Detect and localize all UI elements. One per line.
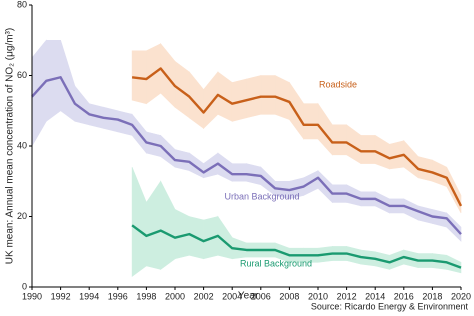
confidence-band (160, 134, 176, 168)
y-tick-label: 80 (17, 0, 27, 9)
confidence-band (174, 60, 190, 119)
series-line (131, 67, 463, 207)
x-tick-label: 2020 (451, 291, 471, 301)
x-tick-label: 2004 (222, 291, 242, 301)
confidence-band (289, 81, 304, 140)
x-tick-label: 1996 (108, 291, 128, 301)
source: Source: Ricardo Energy & Environment (311, 301, 469, 311)
series-line (31, 76, 462, 235)
series-label: Rural Background (240, 258, 312, 268)
y-tick-label: 20 (17, 211, 27, 221)
x-tick-label: 1990 (22, 291, 42, 301)
confidence-band (360, 135, 376, 164)
series-label: Urban Background (224, 191, 299, 201)
y-tick-label: 0 (22, 281, 27, 291)
series-label: Roadside (319, 79, 357, 89)
confidence-band (231, 163, 247, 182)
confidence-band (160, 181, 176, 270)
confidence-band (203, 71, 219, 130)
x-tick-label: 2010 (308, 291, 328, 301)
x-tick-label: 1998 (136, 291, 156, 301)
confidence-band (403, 139, 419, 179)
x-tick-label: 2014 (365, 291, 385, 301)
y-tick-label: 40 (17, 140, 27, 150)
x-axis-label: Year (238, 291, 259, 302)
y-axis-label: UK mean: Annual mean concentration of NO… (5, 28, 16, 264)
y-tick-label: 60 (17, 70, 27, 80)
x-tick-label: 2006 (251, 291, 271, 301)
confidence-band (332, 124, 347, 156)
x-tick-label: 1992 (51, 291, 71, 301)
x-tick-label: 2012 (337, 291, 357, 301)
confidence-band (131, 167, 147, 278)
x-tick-label: 1994 (79, 291, 99, 301)
x-tick-label: 2016 (394, 291, 414, 301)
x-tick-label: 2000 (165, 291, 185, 301)
confidence-band (303, 103, 319, 140)
confidence-band (146, 180, 161, 270)
x-tick-label: 2018 (422, 291, 442, 301)
x-tick-label: 2002 (194, 291, 214, 301)
confidence-band (260, 75, 276, 115)
confidence-band (189, 152, 204, 179)
confidence-band (217, 152, 233, 182)
series-line (131, 224, 462, 269)
x-tick-label: 2008 (279, 291, 299, 301)
